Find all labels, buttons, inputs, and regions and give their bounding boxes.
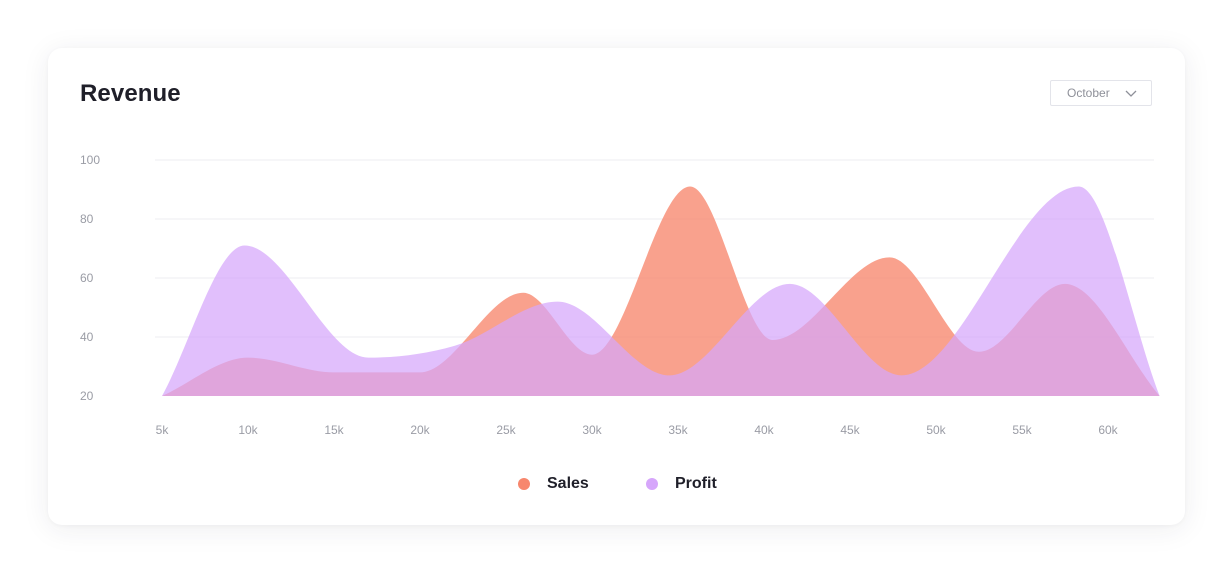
chart-legend: Sales Profit bbox=[48, 475, 1185, 497]
x-tick-label: 10k bbox=[238, 423, 258, 437]
y-tick-label: 100 bbox=[80, 153, 100, 167]
x-tick-label: 25k bbox=[496, 423, 516, 437]
legend-dot-icon bbox=[646, 478, 658, 490]
legend-dot-icon bbox=[518, 478, 530, 490]
legend-item-profit[interactable]: Profit bbox=[646, 475, 717, 493]
y-tick-label: 60 bbox=[80, 271, 94, 285]
x-tick-label: 60k bbox=[1098, 423, 1118, 437]
chevron-down-icon bbox=[1125, 90, 1137, 97]
x-tick-label: 30k bbox=[582, 423, 602, 437]
period-dropdown[interactable]: October bbox=[1050, 80, 1152, 106]
period-dropdown-value: October bbox=[1067, 86, 1110, 100]
x-tick-label: 50k bbox=[926, 423, 946, 437]
legend-label: Profit bbox=[675, 475, 717, 492]
x-tick-label: 15k bbox=[324, 423, 344, 437]
x-tick-label: 35k bbox=[668, 423, 688, 437]
x-tick-label: 55k bbox=[1012, 423, 1032, 437]
revenue-card: Revenue October 100 80 60 40 20 5k 10k 15k 20k 25… bbox=[48, 48, 1185, 525]
legend-label: Sales bbox=[547, 475, 589, 492]
x-tick-label: 45k bbox=[840, 423, 860, 437]
x-tick-label: 5k bbox=[156, 423, 170, 437]
x-tick-label: 40k bbox=[754, 423, 774, 437]
x-tick-label: 20k bbox=[410, 423, 430, 437]
y-tick-label: 40 bbox=[80, 330, 94, 344]
y-tick-label: 20 bbox=[80, 389, 94, 403]
y-tick-label: 80 bbox=[80, 212, 94, 226]
revenue-area-chart: 100 80 60 40 20 5k 10k 15k 20k 25k 30k 35k 40k 45k 50k… bbox=[80, 153, 1160, 437]
series-area-sales bbox=[162, 186, 1160, 396]
series-area-profit bbox=[162, 186, 1160, 396]
legend-item-sales[interactable]: Sales bbox=[518, 475, 589, 493]
card-title: Revenue bbox=[80, 80, 181, 107]
